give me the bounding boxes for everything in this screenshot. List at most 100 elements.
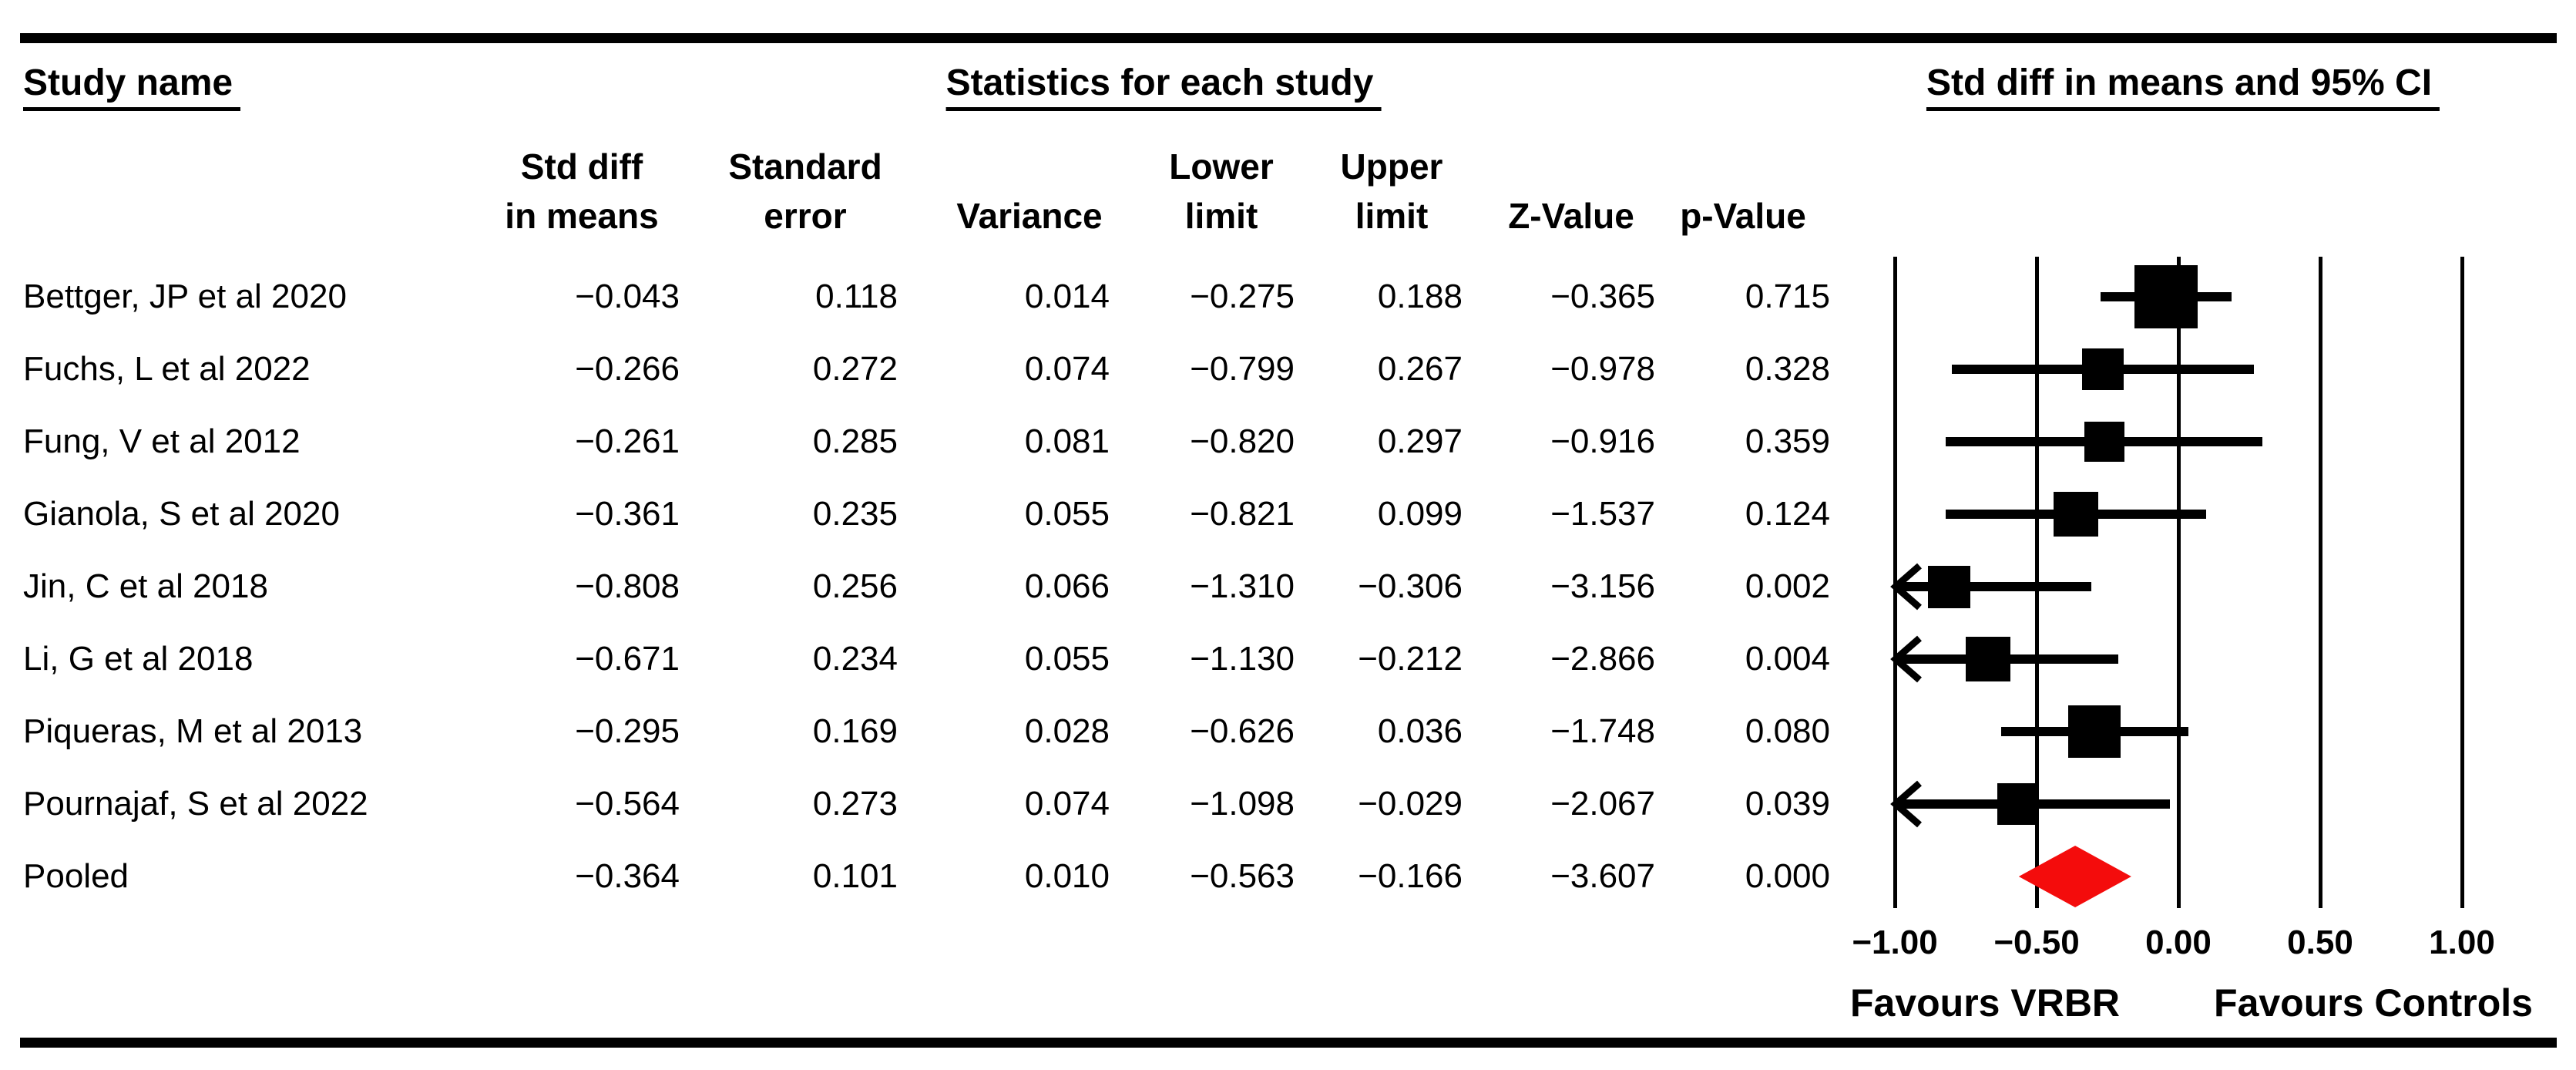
column-header: Variance [956, 196, 1103, 236]
stat-cell: 0.055 [1024, 640, 1110, 678]
stat-cell: 0.002 [1745, 567, 1830, 605]
stat-cell: −3.156 [1550, 567, 1655, 605]
plot-section-header: Std diff in means and 95% CI [1926, 62, 2440, 111]
effect-size-marker [1997, 783, 2040, 825]
column-header: Standard error [728, 146, 882, 236]
statistics-section-header: Statistics for each study [945, 62, 1382, 111]
effect-size-marker [2068, 705, 2121, 758]
stat-cell: −0.166 [1358, 857, 1463, 895]
stat-cell: 0.235 [812, 495, 898, 533]
study-name-cell: Li, G et al 2018 [23, 640, 254, 678]
stat-cell: 0.715 [1745, 278, 1830, 315]
stat-cell: −0.626 [1190, 712, 1295, 750]
stat-cell: −1.748 [1550, 712, 1655, 750]
axis-gridline [2176, 257, 2181, 908]
effect-size-marker [2054, 492, 2099, 537]
stat-cell: −0.361 [575, 495, 680, 533]
stat-cell: −1.130 [1190, 640, 1295, 678]
stat-cell: 0.080 [1745, 712, 1830, 750]
stat-cell: 0.028 [1024, 712, 1110, 750]
axis-tick-label: 1.00 [2429, 924, 2495, 961]
stat-cell: 0.101 [812, 857, 898, 895]
stat-cell: 0.188 [1377, 278, 1463, 315]
axis-tick-label: 0.50 [2287, 924, 2353, 961]
study-name-cell: Jin, C et al 2018 [23, 567, 268, 605]
study-name-cell: Pournajaf, S et al 2022 [23, 785, 368, 823]
stat-cell: 0.234 [812, 640, 898, 678]
stat-cell: −0.029 [1358, 785, 1463, 823]
effect-size-marker [2082, 348, 2124, 390]
stat-cell: −0.306 [1358, 567, 1463, 605]
stat-cell: 0.039 [1745, 785, 1830, 823]
stat-cell: 0.010 [1024, 857, 1110, 895]
favours-left-label: Favours VRBR [1849, 981, 2121, 1025]
stat-cell: 0.074 [1024, 350, 1110, 388]
stat-cell: 0.118 [815, 278, 898, 315]
ci-line [1895, 582, 2092, 591]
stat-cell: −0.364 [575, 857, 680, 895]
stat-cell: 0.328 [1745, 350, 1830, 388]
stat-cell: 0.099 [1377, 495, 1463, 533]
stat-cell: −0.821 [1190, 495, 1295, 533]
stat-cell: 0.014 [1024, 278, 1110, 315]
study-name-cell: Piqueras, M et al 2013 [23, 712, 363, 750]
column-header: Std diff in means [505, 146, 659, 236]
favours-right-label: Favours Controls [2214, 981, 2533, 1025]
stat-cell: 0.267 [1377, 350, 1463, 388]
stat-cell: −0.799 [1190, 350, 1295, 388]
column-header: Upper limit [1340, 146, 1443, 236]
bottom-rule [20, 1038, 2557, 1048]
axis-tick-label: −1.00 [1852, 924, 1938, 961]
stat-cell: 0.272 [812, 350, 898, 388]
study-name-cell: Gianola, S et al 2020 [23, 495, 340, 533]
study-name-cell: Fuchs, L et al 2022 [23, 350, 311, 388]
study-name-cell: Bettger, JP et al 2020 [23, 278, 347, 315]
stat-cell: −1.537 [1550, 495, 1655, 533]
stat-cell: −0.261 [575, 422, 680, 460]
stat-cell: −0.916 [1550, 422, 1655, 460]
stat-cell: 0.000 [1745, 857, 1830, 895]
stat-cell: −1.098 [1190, 785, 1295, 823]
stat-cell: −1.310 [1190, 567, 1295, 605]
top-rule [20, 33, 2557, 43]
stat-cell: 0.066 [1024, 567, 1110, 605]
stat-cell: 0.036 [1377, 712, 1463, 750]
stat-cell: −0.043 [575, 278, 680, 315]
stat-cell: −0.808 [575, 567, 680, 605]
stat-cell: −0.978 [1550, 350, 1655, 388]
stat-cell: −0.212 [1358, 640, 1463, 678]
effect-size-marker [1928, 565, 1971, 608]
stat-cell: 0.273 [812, 785, 898, 823]
column-header: p-Value [1680, 196, 1806, 236]
stat-cell: −0.820 [1190, 422, 1295, 460]
effect-size-marker [2084, 422, 2124, 462]
stat-cell: −3.607 [1550, 857, 1655, 895]
stat-cell: 0.297 [1377, 422, 1463, 460]
column-header: Lower limit [1169, 146, 1274, 236]
stat-cell: −0.564 [575, 785, 680, 823]
stat-cell: 0.169 [812, 712, 898, 750]
axis-tick-label: −0.50 [1993, 924, 2080, 961]
effect-size-marker [2134, 265, 2198, 328]
stat-cell: 0.124 [1745, 495, 1830, 533]
axis-gridline [2460, 257, 2464, 908]
study-name-header: Study name [23, 62, 241, 111]
axis-tick-label: 0.00 [2145, 924, 2212, 961]
stat-cell: 0.285 [812, 422, 898, 460]
stat-cell: 0.055 [1024, 495, 1110, 533]
stat-cell: −0.295 [575, 712, 680, 750]
study-name-cell: Pooled [23, 857, 129, 895]
stat-cell: −0.365 [1550, 278, 1655, 315]
column-header: Z-Value [1508, 196, 1634, 236]
stat-cell: −0.266 [575, 350, 680, 388]
stat-cell: −2.866 [1550, 640, 1655, 678]
axis-gridline [2318, 257, 2322, 908]
stat-cell: 0.074 [1024, 785, 1110, 823]
effect-size-marker [1966, 637, 2011, 681]
stat-cell: 0.081 [1024, 422, 1110, 460]
stat-cell: −0.275 [1190, 278, 1295, 315]
study-name-cell: Fung, V et al 2012 [23, 422, 301, 460]
stat-cell: 0.004 [1745, 640, 1830, 678]
